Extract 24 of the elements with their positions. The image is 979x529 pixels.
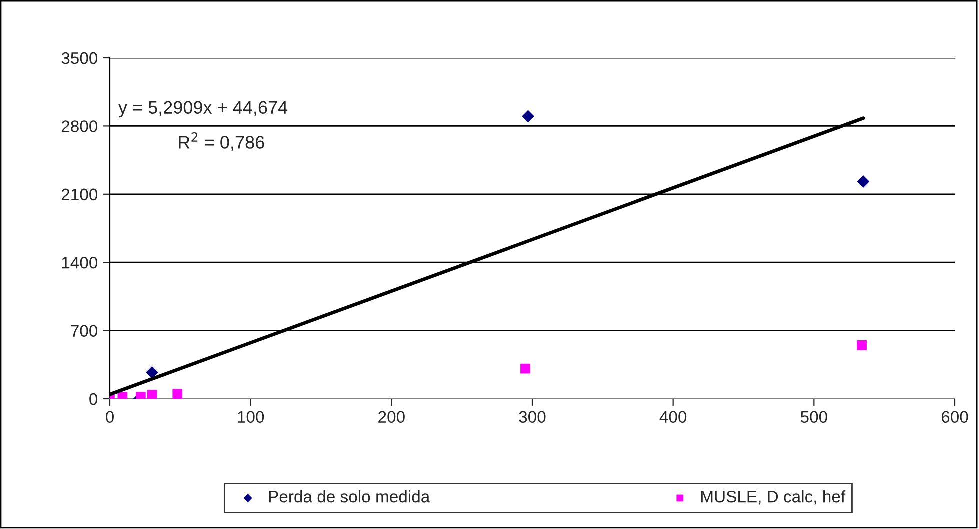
legend-label: Perda de solo medida — [269, 490, 430, 503]
x-tick-label: 600 — [942, 411, 968, 424]
x-tick-label: 400 — [660, 411, 687, 424]
point — [147, 390, 158, 399]
x-tick-label: 200 — [378, 411, 405, 424]
y-tick-label: 3500 — [62, 52, 98, 64]
point — [146, 366, 158, 379]
x-tick-label: 0 — [106, 411, 114, 424]
point — [172, 389, 183, 399]
x-tick-label: 100 — [238, 411, 264, 424]
point — [520, 364, 530, 374]
y-tick-label: 700 — [71, 325, 98, 338]
y-tick-label: 2100 — [62, 188, 98, 201]
x-tick-label: 500 — [800, 411, 828, 424]
point — [857, 340, 867, 350]
y-tick-label: 2800 — [62, 120, 98, 132]
point — [857, 176, 870, 188]
x-tick-label: 300 — [519, 411, 546, 424]
annotation: y = 5,2909x + 44,674 — [118, 101, 288, 118]
y-tick-label: 0 — [90, 393, 98, 406]
annotation: R$^{2}$ = 0,786 — [179, 132, 264, 152]
point — [522, 110, 534, 123]
legend-label: MUSLE, D calc, hef — [702, 490, 846, 505]
y-tick-label: 1400 — [62, 257, 98, 269]
